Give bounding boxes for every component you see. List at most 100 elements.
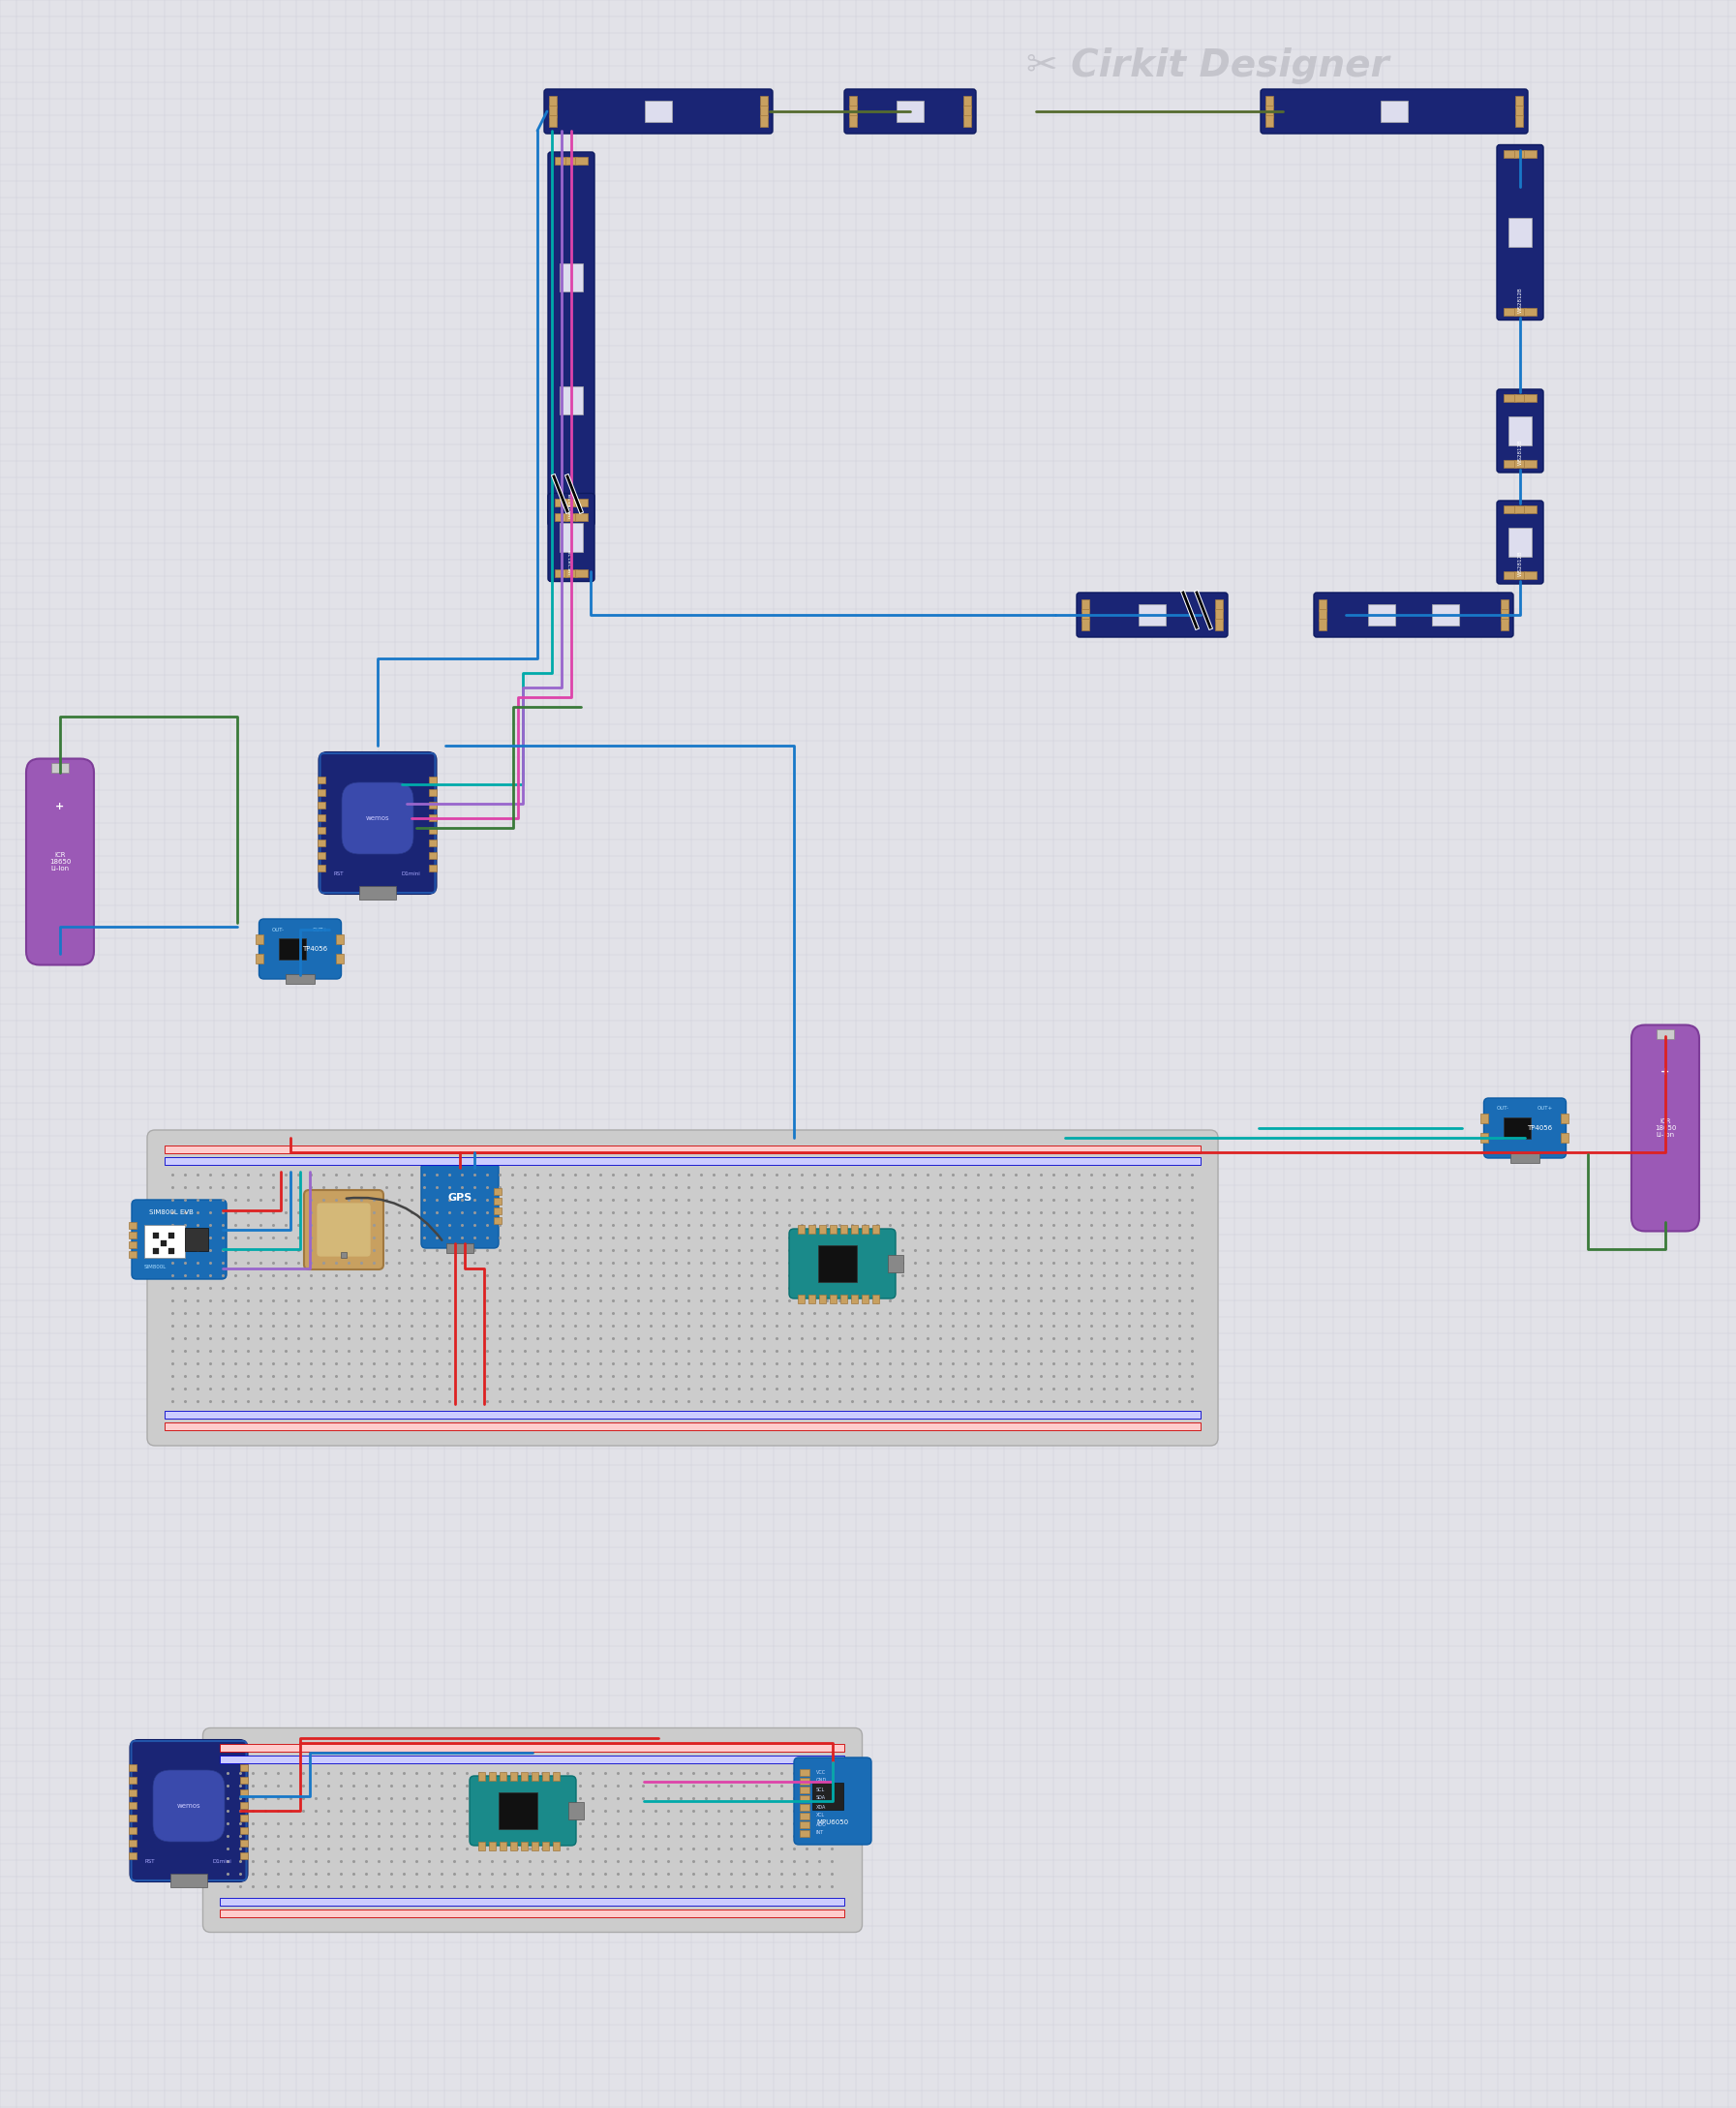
Bar	[168, 1248, 174, 1254]
Text: RST: RST	[144, 1859, 155, 1863]
Bar	[1509, 217, 1531, 247]
FancyBboxPatch shape	[469, 1775, 576, 1847]
Bar	[479, 1771, 486, 1781]
Text: ADO: ADO	[816, 1821, 826, 1828]
Bar	[429, 826, 437, 833]
Text: ICR
18650
Li-Ion: ICR 18650 Li-Ion	[49, 852, 71, 871]
Bar	[128, 1231, 137, 1237]
FancyBboxPatch shape	[304, 1191, 384, 1269]
Bar	[840, 1294, 847, 1303]
Text: +: +	[1661, 1067, 1670, 1077]
Bar	[575, 156, 587, 164]
Bar	[809, 1294, 816, 1303]
Bar	[800, 1804, 809, 1811]
Bar	[1503, 506, 1516, 512]
Bar	[1524, 460, 1536, 468]
Text: XDA: XDA	[816, 1804, 826, 1809]
Bar	[1524, 308, 1536, 316]
Bar	[1503, 460, 1516, 468]
Text: GND: GND	[816, 1779, 826, 1783]
Bar	[760, 95, 767, 108]
Bar	[241, 1802, 248, 1809]
Bar	[318, 776, 326, 782]
FancyBboxPatch shape	[26, 759, 94, 965]
FancyBboxPatch shape	[148, 1130, 1219, 1446]
Bar	[1510, 1153, 1540, 1164]
Bar	[575, 497, 587, 506]
Bar	[500, 1840, 507, 1851]
Bar	[490, 1840, 496, 1851]
Bar	[760, 116, 767, 126]
Bar	[429, 814, 437, 820]
Bar	[318, 801, 326, 807]
Bar	[568, 1802, 583, 1819]
Bar	[644, 101, 672, 122]
Bar	[128, 1764, 137, 1771]
FancyBboxPatch shape	[793, 1758, 871, 1844]
Bar	[819, 1294, 826, 1303]
Bar	[128, 1777, 137, 1783]
FancyBboxPatch shape	[1076, 592, 1227, 637]
Bar	[493, 1216, 502, 1223]
Text: SIM800L EVB: SIM800L EVB	[149, 1210, 194, 1214]
FancyBboxPatch shape	[543, 89, 773, 133]
Bar	[429, 776, 437, 782]
Bar	[896, 101, 924, 122]
Bar	[1139, 605, 1167, 626]
FancyBboxPatch shape	[1496, 500, 1543, 584]
Bar	[1481, 1113, 1489, 1124]
Bar	[812, 1783, 844, 1811]
Text: TP4056: TP4056	[302, 946, 328, 953]
FancyBboxPatch shape	[345, 786, 410, 850]
Bar	[575, 512, 587, 521]
Bar	[498, 1792, 538, 1830]
Bar	[521, 1840, 528, 1851]
Bar	[1319, 599, 1326, 611]
Text: wemos: wemos	[177, 1802, 201, 1809]
Text: ICR
18650
Li-Ion: ICR 18650 Li-Ion	[1654, 1119, 1677, 1138]
Bar	[1082, 609, 1088, 620]
Bar	[1509, 417, 1531, 445]
Bar	[429, 801, 437, 807]
Bar	[128, 1802, 137, 1809]
Bar	[318, 839, 326, 845]
Bar	[1516, 116, 1522, 126]
Text: MPU6050: MPU6050	[816, 1819, 849, 1826]
Bar	[1514, 571, 1526, 580]
Bar	[566, 497, 578, 506]
FancyBboxPatch shape	[342, 782, 413, 854]
Bar	[128, 1221, 137, 1229]
Text: D1mini: D1mini	[212, 1859, 233, 1863]
Bar	[963, 105, 970, 118]
Bar	[863, 1294, 870, 1303]
Bar	[128, 1828, 137, 1834]
Bar	[286, 974, 314, 984]
Bar	[543, 1771, 550, 1781]
FancyBboxPatch shape	[1496, 390, 1543, 472]
Bar	[566, 512, 578, 521]
Bar	[760, 105, 767, 118]
Bar	[170, 1874, 207, 1887]
Bar	[429, 852, 437, 858]
Bar	[830, 1225, 837, 1233]
Bar	[220, 1910, 845, 1916]
Bar	[800, 1813, 809, 1819]
Text: WS2812B: WS2812B	[1517, 287, 1522, 312]
Bar	[799, 1225, 806, 1233]
Bar	[549, 116, 557, 126]
Bar	[1516, 95, 1522, 108]
FancyBboxPatch shape	[132, 1199, 227, 1280]
Text: OUT-: OUT-	[1496, 1107, 1509, 1111]
Bar	[241, 1853, 248, 1859]
Bar	[561, 523, 582, 552]
Bar	[863, 1225, 870, 1233]
Bar	[1082, 620, 1088, 630]
Bar	[556, 569, 568, 578]
FancyBboxPatch shape	[1632, 1024, 1700, 1231]
Text: WS2812B: WS2812B	[569, 548, 573, 573]
Bar	[554, 1840, 561, 1851]
Bar	[575, 569, 587, 578]
Bar	[852, 1294, 858, 1303]
Bar	[1500, 599, 1509, 611]
Bar	[1432, 605, 1460, 626]
